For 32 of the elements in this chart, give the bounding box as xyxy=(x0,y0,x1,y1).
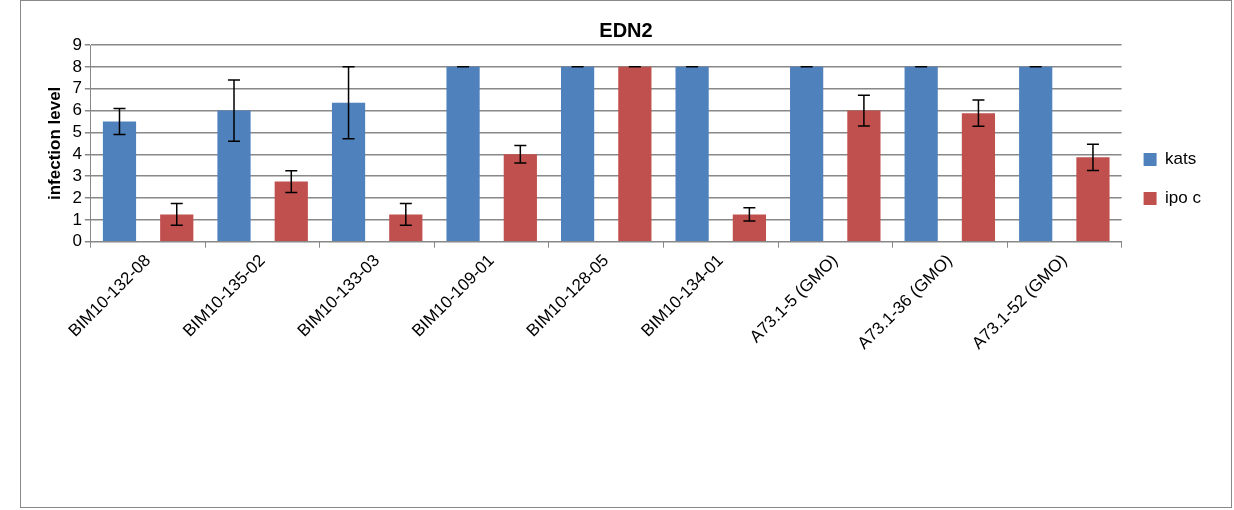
bar xyxy=(961,113,996,241)
y-tick-label: 6 xyxy=(72,100,82,120)
bar xyxy=(618,66,652,241)
y-axis-title: infection level xyxy=(44,86,64,201)
y-tick-label: 1 xyxy=(72,209,82,229)
y-tick-label: 3 xyxy=(72,165,82,185)
y-tick-label: 2 xyxy=(72,187,82,207)
bar xyxy=(274,181,308,241)
legend-label: kats xyxy=(1165,149,1197,169)
y-tick-label: 4 xyxy=(72,143,82,163)
bar xyxy=(102,121,137,241)
bar xyxy=(732,214,766,241)
chart-title: EDN2 xyxy=(599,18,653,41)
bar xyxy=(904,66,938,241)
bar xyxy=(503,154,537,241)
y-tick-label: 0 xyxy=(72,231,82,251)
y-tick-label: 9 xyxy=(72,34,82,54)
bar xyxy=(217,110,251,241)
y-tick-label: 8 xyxy=(72,56,82,76)
bar xyxy=(446,66,480,241)
bar xyxy=(675,66,709,241)
y-tick-label: 7 xyxy=(72,78,82,98)
bar xyxy=(331,102,366,241)
bar xyxy=(1076,157,1110,241)
y-tick-label: 5 xyxy=(72,122,82,142)
legend-label: ipo c xyxy=(1165,188,1202,208)
bar xyxy=(160,214,194,241)
bar xyxy=(1019,66,1053,241)
bar xyxy=(847,110,881,241)
bar xyxy=(560,66,595,241)
bar xyxy=(389,214,423,241)
bar xyxy=(790,66,824,241)
